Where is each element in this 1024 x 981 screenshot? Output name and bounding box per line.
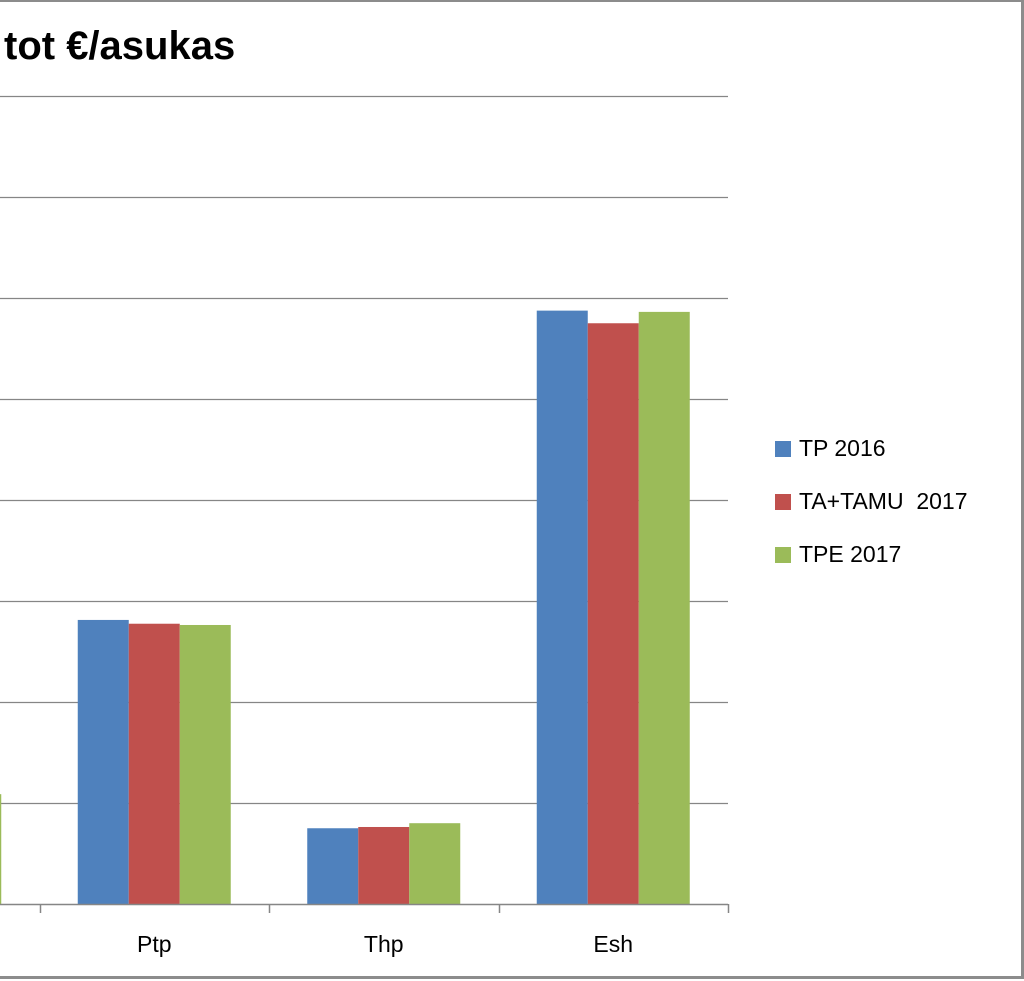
bar	[409, 823, 461, 904]
legend-item: TPE 2017	[775, 528, 968, 581]
chart-title: tot €/asukas	[4, 24, 236, 68]
legend: TP 2016 TA+TAMU 2017 TPE 2017	[775, 422, 968, 581]
bar	[358, 826, 410, 904]
legend-swatch	[775, 493, 791, 510]
legend-item: TA+TAMU 2017	[775, 475, 968, 528]
bar	[0, 794, 2, 904]
x-tick-label: Ptp	[137, 931, 172, 957]
x-axis-labels: Ptp Thp Esh	[137, 931, 633, 957]
legend-swatch	[775, 546, 791, 563]
x-tick-label: Esh	[593, 931, 633, 957]
bar	[536, 310, 588, 904]
x-tick-label: Thp	[364, 931, 404, 957]
bar	[77, 619, 129, 904]
legend-swatch	[775, 440, 791, 457]
x-axis	[0, 903, 730, 913]
legend-item: TP 2016	[775, 422, 968, 475]
bar	[587, 323, 639, 904]
bar	[128, 623, 180, 904]
bar	[179, 624, 231, 904]
legend-label: TA+TAMU 2017	[799, 488, 968, 514]
legend-label: TP 2016	[799, 435, 886, 461]
bars	[0, 310, 690, 904]
bar	[638, 311, 690, 904]
bar	[307, 828, 359, 904]
legend-label: TPE 2017	[799, 541, 902, 567]
